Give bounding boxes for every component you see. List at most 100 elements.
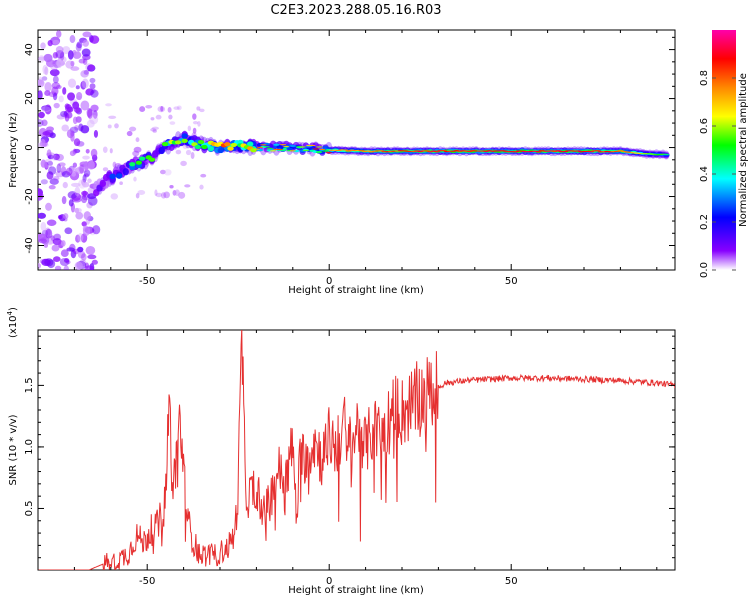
spectrogram-ridge-cell xyxy=(315,150,323,154)
spectrogram-x-ticks: -50 0 50 xyxy=(37,30,658,287)
spectrogram-noise-blob xyxy=(69,150,76,157)
spectrogram-noise-blob xyxy=(190,152,195,159)
spectrogram-noise-blob xyxy=(168,114,173,120)
spectrogram-noise-blob xyxy=(87,160,95,170)
spectrogram-noise-blob xyxy=(42,64,48,75)
spectrogram-ridge xyxy=(93,130,670,197)
spectrogram-ridge-cell xyxy=(207,145,215,152)
spectrogram-noise-blob xyxy=(150,127,157,132)
spectrogram-noise-blob xyxy=(68,199,74,207)
spectrogram-noise-blob xyxy=(38,56,47,61)
spectrogram-ridge-cell xyxy=(466,150,473,153)
spectrogram-ridge-cell xyxy=(115,173,123,179)
spectrogram-noise-blob xyxy=(90,104,99,112)
spectrogram-noise-blob xyxy=(55,46,64,54)
spectrogram-noise-blob xyxy=(78,123,84,132)
spectrogram-y-ticks: -40 -20 0 20 40 xyxy=(24,36,675,271)
spectrogram-noise-blob xyxy=(86,119,95,128)
spectrogram-noise-blob xyxy=(46,59,56,68)
colorbar-tick-label: 0.2 xyxy=(699,214,710,230)
spectrogram-noise-blob xyxy=(90,89,99,98)
spectrogram-noise-blob xyxy=(82,39,90,47)
spectrogram-noise-blob xyxy=(82,31,92,38)
spectrogram-noise-blob xyxy=(43,158,53,169)
spectrogram-noise-blob xyxy=(58,162,66,167)
spectrogram-ridge-cell xyxy=(325,152,333,154)
spectrogram-noise-blob xyxy=(42,131,51,136)
spectrogram-ridge-cell xyxy=(266,147,274,149)
spectrogram-noise-blob xyxy=(62,46,71,55)
spectrogram-noise-blob xyxy=(54,265,62,270)
spectrogram-ridge-cell xyxy=(194,144,201,150)
spectrogram-ridge-cell xyxy=(276,148,283,151)
spectrogram-noise-blob xyxy=(51,86,59,96)
spectrogram-noise-blob xyxy=(169,184,174,189)
spectrogram-noise-blob xyxy=(85,217,91,225)
spectrogram-noise-blob xyxy=(174,189,180,196)
spectrogram-noise-blob xyxy=(40,159,47,168)
spectrogram-noise-blob xyxy=(180,160,187,167)
spectrogram-noise-blob xyxy=(38,76,43,85)
spectrogram-noise-blob xyxy=(46,219,57,226)
spectrogram-noise-blob xyxy=(67,191,78,199)
spectrogram-ridge-cell xyxy=(174,140,182,145)
spectrogram-noise-blob xyxy=(38,111,45,119)
spectrogram-noise-blob xyxy=(65,260,71,265)
spectrogram-noise-blob xyxy=(81,48,91,57)
spectrogram-noise-blob xyxy=(44,90,51,97)
spectrogram-ridge-cell xyxy=(309,144,316,147)
spectrogram-noise-blob xyxy=(178,191,186,199)
spectrogram-noise-blob xyxy=(41,105,51,111)
spectrogram-ridge-cell xyxy=(302,149,310,151)
spectrogram-noise-blob xyxy=(79,164,85,174)
spectrogram-noise-blob xyxy=(133,146,142,153)
spectrogram-noise-blob xyxy=(81,190,89,196)
colorbar-gradient xyxy=(712,30,736,270)
spectrogram-noise-blob xyxy=(74,106,81,114)
spectrogram-noise-blob xyxy=(80,195,88,204)
spectrogram-ridge-cell xyxy=(181,133,188,139)
spectrogram-noise-blob xyxy=(80,100,90,111)
spectrogram-noise-blob xyxy=(90,148,98,158)
spectrogram-noise-blob xyxy=(82,181,90,188)
spectrogram-noise-blob xyxy=(70,249,77,259)
spectrogram-noise-blob xyxy=(38,79,45,88)
spectrogram-noise-blob xyxy=(51,244,60,252)
spectrogram-noise-blob xyxy=(67,106,74,113)
spectrogram-noise-blob xyxy=(38,79,44,85)
spectrogram-noise-blob xyxy=(196,106,201,111)
spectrogram-noise-blob xyxy=(65,60,75,69)
spectrogram-noise-blob xyxy=(67,78,77,88)
spectrogram-noise-blob xyxy=(38,90,43,100)
spectrogram-noise-blob xyxy=(80,70,89,78)
spectrogram-noise-blob xyxy=(102,146,108,153)
spectrogram-noise-blob xyxy=(135,192,140,199)
spectrogram-ridge-cell xyxy=(312,148,319,150)
spectrogram-noise-blob xyxy=(163,191,170,199)
spectrogram-noise-blob xyxy=(67,92,75,101)
spectrogram-noise-blob xyxy=(75,85,80,90)
spectrogram-y-tick-label: -20 xyxy=(24,188,35,204)
snr-x-label: Height of straight line (km) xyxy=(288,585,424,596)
spectrogram-noise-blob xyxy=(38,212,47,219)
spectrogram-noise-blob xyxy=(139,106,146,113)
spectrogram-noise-blob xyxy=(70,60,75,67)
spectrogram-noise-blob xyxy=(80,253,87,261)
spectrogram-ridge-cell xyxy=(129,162,136,167)
snr-x-tick-label: -50 xyxy=(139,576,155,587)
spectrogram-ridge-cell xyxy=(269,150,277,152)
spectrogram-noise-blob xyxy=(87,108,93,119)
colorbar-tick-label: 0.8 xyxy=(699,70,710,86)
colorbar-ticks: 0.0 0.2 0.4 0.6 0.8 xyxy=(699,70,736,278)
spectrogram-noise-blob xyxy=(91,259,98,265)
spectrogram-noise-blob xyxy=(69,35,76,44)
spectrogram-noise-blob xyxy=(87,254,97,260)
spectrogram-noise-blob xyxy=(175,149,182,155)
spectrogram-noise-blob xyxy=(112,161,117,168)
spectrogram-noise-blob xyxy=(82,174,87,183)
spectrogram-noise-blob xyxy=(184,184,191,188)
spectrogram-noise-blob xyxy=(65,167,73,176)
spectrogram-x-label: Height of straight line (km) xyxy=(288,285,424,296)
spectrogram-noise-blob xyxy=(61,196,67,205)
spectrogram-noise-blob xyxy=(176,105,182,111)
